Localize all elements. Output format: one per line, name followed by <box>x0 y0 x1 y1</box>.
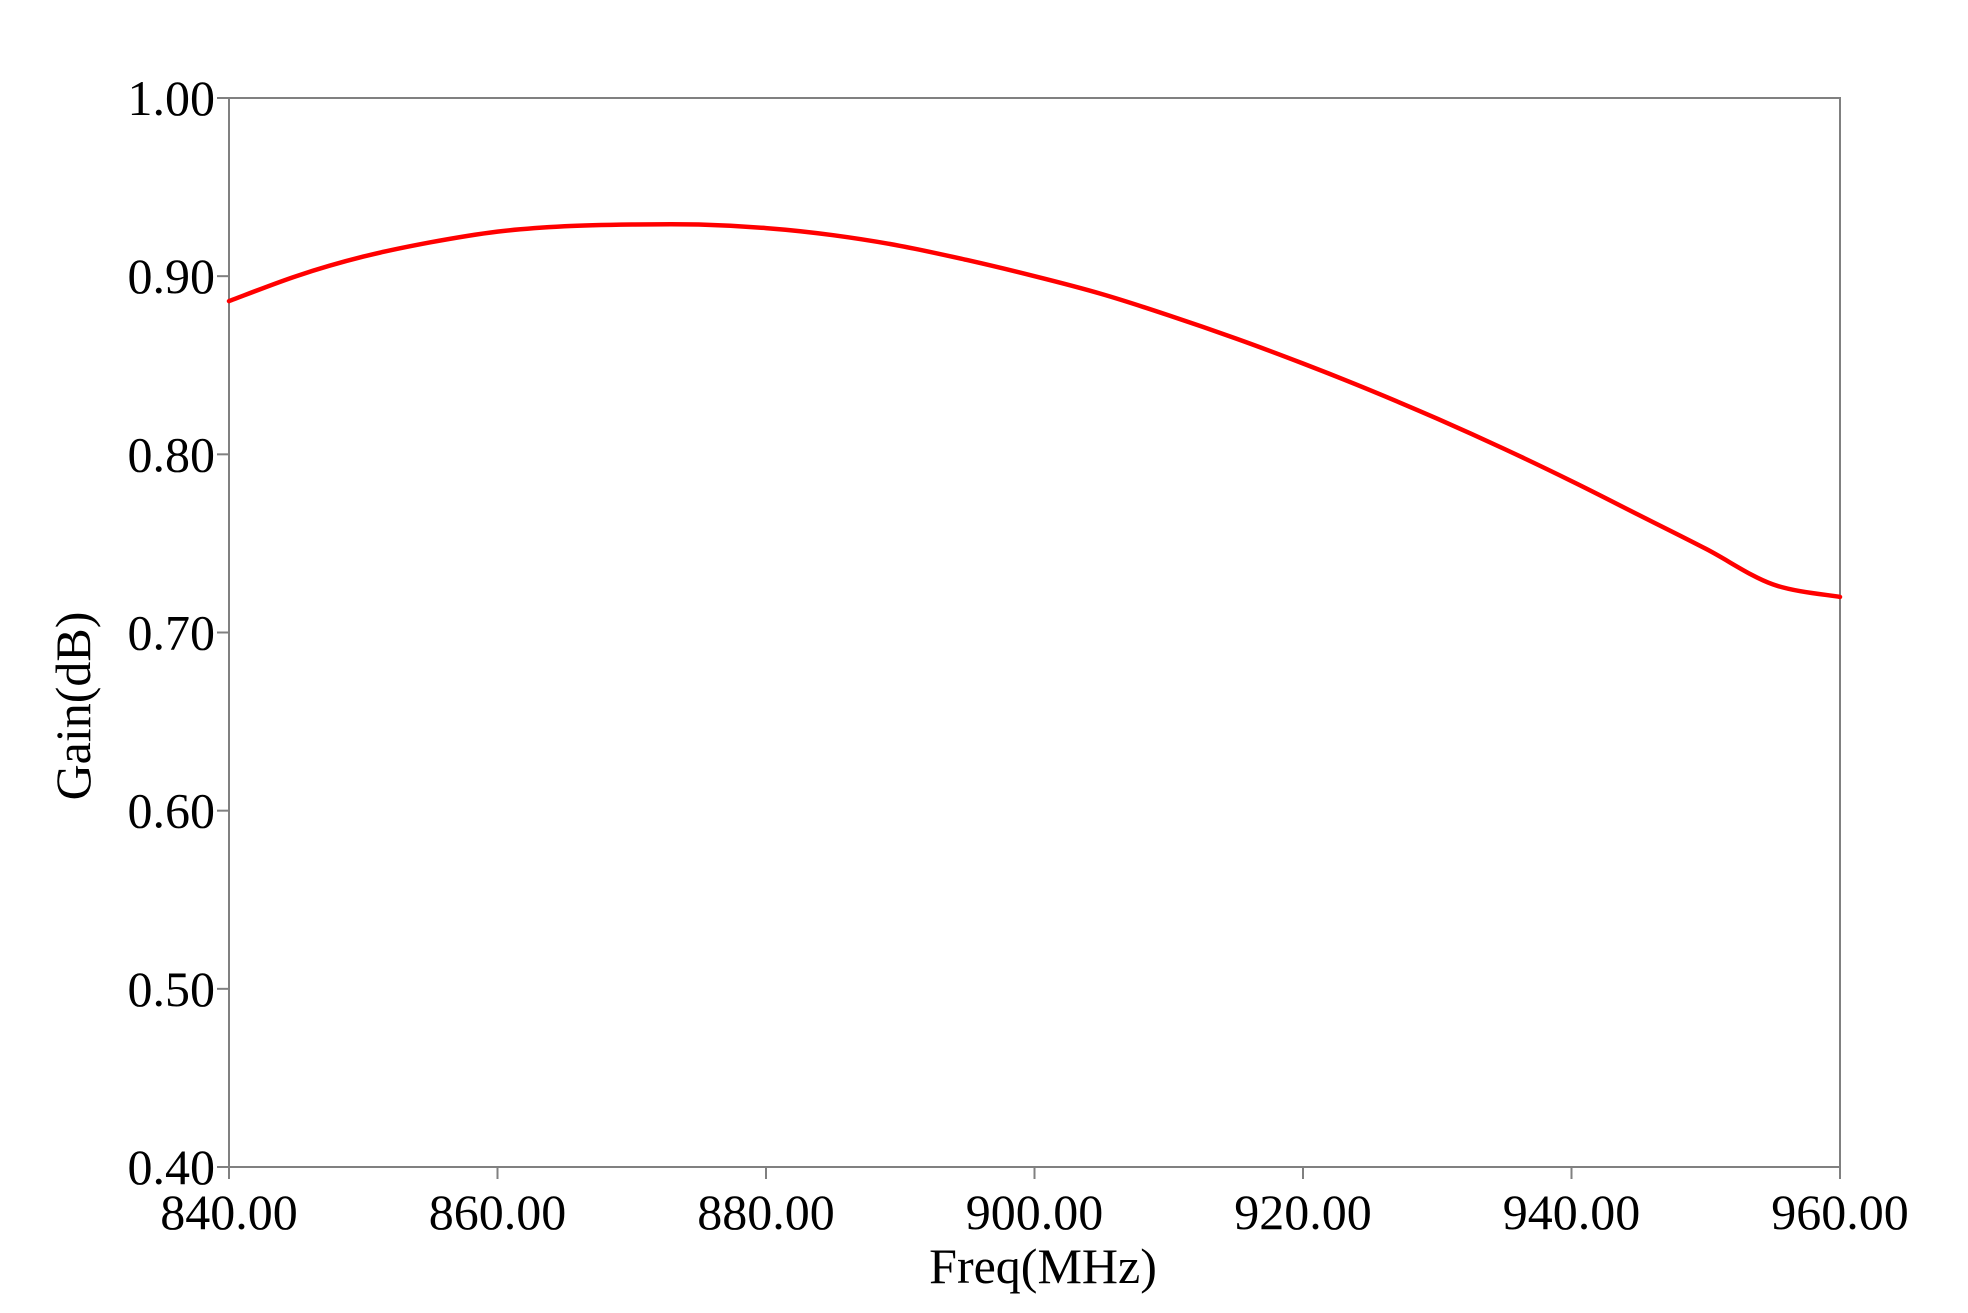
y-tick-label: 1.00 <box>128 70 216 126</box>
y-axis: 0.40 0.50 0.60 0.70 0.80 0.90 1.00 <box>128 70 229 1195</box>
y-tick-label: 0.70 <box>128 605 216 661</box>
x-tick-label: 840.00 <box>160 1184 298 1240</box>
x-tick-label: 960.00 <box>1771 1184 1909 1240</box>
x-tick-label: 860.00 <box>429 1184 567 1240</box>
x-tick-label: 880.00 <box>697 1184 835 1240</box>
gain-series-line <box>226 221 1843 600</box>
x-tick-label: 940.00 <box>1503 1184 1641 1240</box>
x-tick-label: 900.00 <box>966 1184 1104 1240</box>
x-axis-label: Freq(MHz) <box>929 1238 1157 1294</box>
y-tick-label: 0.40 <box>128 1139 216 1195</box>
y-axis-label: Gain(dB) <box>45 612 101 801</box>
y-tick-label: 0.80 <box>128 426 216 482</box>
x-axis: 840.00 860.00 880.00 900.00 920.00 940.00 960.… <box>160 1167 1909 1240</box>
y-tick-label: 0.90 <box>128 248 216 304</box>
y-tick-label: 0.50 <box>128 961 216 1017</box>
y-tick-label: 0.60 <box>128 783 216 839</box>
x-tick-label: 920.00 <box>1234 1184 1372 1240</box>
series-layer <box>226 221 1843 600</box>
